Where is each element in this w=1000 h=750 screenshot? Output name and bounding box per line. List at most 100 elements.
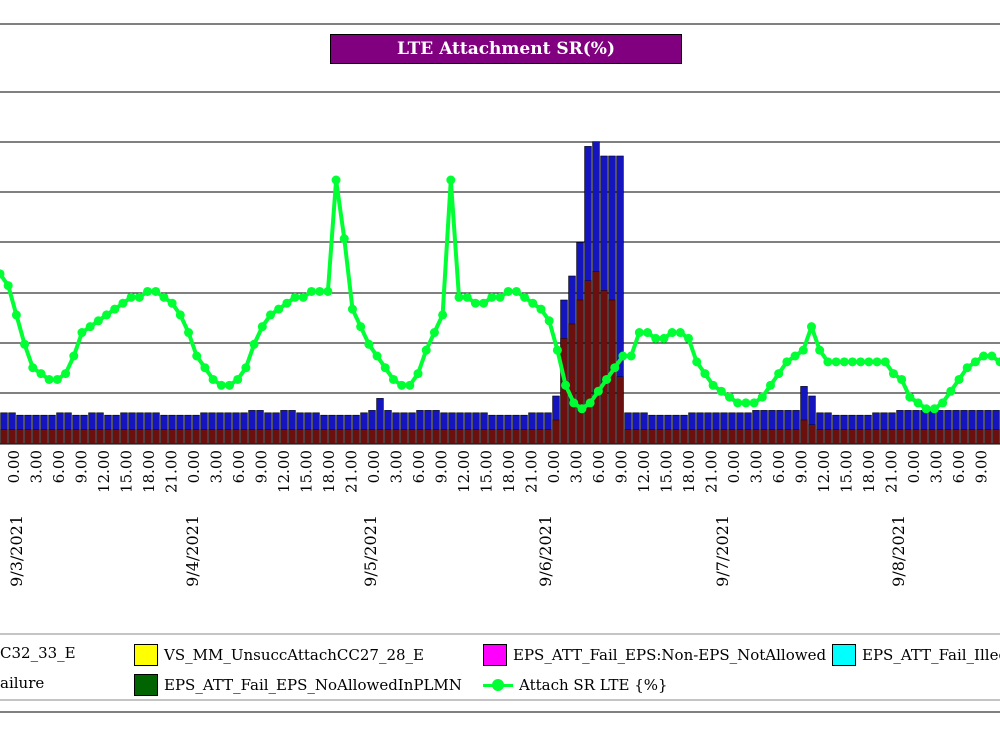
- attach-sr-point: [626, 351, 636, 361]
- attach-sr-point: [339, 234, 349, 244]
- attach-sr-point: [765, 380, 775, 390]
- bar-red: [104, 429, 112, 445]
- bar-red: [312, 429, 320, 445]
- bar-red: [728, 429, 736, 445]
- attach-sr-point: [577, 404, 587, 414]
- attach-sr-point: [503, 286, 513, 296]
- attach-sr-point: [216, 380, 226, 390]
- line-series: [0, 175, 1000, 414]
- attach-sr-point: [249, 339, 259, 349]
- bar-red: [880, 429, 888, 445]
- attach-sr-point: [528, 298, 538, 308]
- date-label: 9/5/2021: [361, 515, 380, 587]
- bar-red: [528, 429, 536, 445]
- bar-series: [0, 141, 1000, 445]
- hour-tick-label: 6.00: [950, 450, 968, 483]
- legend-swatch-yellow: [134, 644, 158, 666]
- bar-red: [736, 429, 744, 445]
- bar-red: [208, 429, 216, 445]
- attach-sr-point: [888, 369, 898, 379]
- hour-tick-label: 0.00: [905, 450, 923, 483]
- hour-tick-label: 9.00: [613, 450, 631, 483]
- attach-sr-point: [659, 333, 669, 343]
- attach-sr-point: [970, 357, 980, 367]
- attach-sr-point: [175, 310, 185, 320]
- attach-sr-point: [675, 328, 685, 338]
- attach-sr-point: [979, 351, 989, 361]
- attach-sr-point: [372, 351, 382, 361]
- hour-tick-label: 18.00: [320, 450, 338, 493]
- legend-label-cc27: VS_MM_UnsuccAttachCC27_28_E: [164, 646, 424, 664]
- hour-tick-label: 3.00: [28, 450, 46, 483]
- bar-red: [632, 429, 640, 445]
- hour-tick-label: 3.00: [748, 450, 766, 483]
- bar-red: [984, 429, 992, 445]
- attach-sr-point: [388, 374, 398, 384]
- bar-red: [248, 429, 256, 445]
- attach-sr-point: [134, 292, 144, 302]
- attach-sr-point: [749, 398, 759, 408]
- x-axis-hour-ticks: 0.00 3.00 6.00 9.00 12.00 15.00 18.00 21.00 0.00…: [5, 450, 991, 493]
- bar-red: [504, 429, 512, 445]
- attach-sr-point: [585, 398, 595, 408]
- bar-red: [976, 429, 984, 445]
- bar-red: [72, 429, 80, 445]
- legend-swatch-dark-green: [134, 674, 158, 696]
- bar-red: [704, 429, 712, 445]
- bar-red: [968, 429, 976, 445]
- attach-sr-point: [315, 286, 325, 296]
- attach-sr-point: [733, 398, 743, 408]
- attach-sr-point: [536, 304, 546, 314]
- attach-sr-point: [856, 357, 866, 367]
- attach-sr-point: [782, 357, 792, 367]
- bar-red: [992, 429, 1000, 445]
- legend-swatch-cyan: [832, 644, 856, 666]
- bar-red: [744, 429, 752, 445]
- hour-tick-label: 9.00: [793, 450, 811, 483]
- bar-red: [656, 429, 664, 445]
- attach-sr-point: [438, 310, 448, 320]
- attach-sr-point: [85, 322, 95, 332]
- attach-sr-point: [347, 304, 357, 314]
- attach-sr-point: [167, 298, 177, 308]
- attach-sr-point: [274, 304, 284, 314]
- bar-red: [904, 429, 912, 445]
- legend-item-attach-sr: Attach SR LTE {%}: [483, 674, 668, 696]
- bar-red: [352, 429, 360, 445]
- attach-sr-point: [0, 269, 5, 279]
- attach-sr-point: [987, 351, 997, 361]
- hour-tick-label: 0.00: [185, 450, 203, 483]
- hour-tick-label: 0.00: [725, 450, 743, 483]
- bar-red: [360, 429, 368, 445]
- bar-red: [120, 429, 128, 445]
- bar-red: [480, 429, 488, 445]
- chart-title: LTE Attachment SR(%): [330, 34, 682, 64]
- attach-sr-point: [241, 363, 251, 373]
- hour-tick-label: 12.00: [455, 450, 473, 493]
- hour-tick-label: 9.00: [433, 450, 451, 483]
- bar-red: [944, 429, 952, 445]
- attach-sr-point: [561, 380, 571, 390]
- attach-sr-point: [470, 298, 480, 308]
- bar-red: [664, 429, 672, 445]
- attach-sr-point: [544, 316, 554, 326]
- bar-red: [416, 429, 424, 445]
- bar-red: [640, 429, 648, 445]
- attach-sr-point: [421, 345, 431, 355]
- bar-red: [848, 429, 856, 445]
- bar-red: [536, 429, 544, 445]
- bar-red: [952, 429, 960, 445]
- attach-sr-point: [143, 286, 153, 296]
- bar-red: [888, 429, 896, 445]
- date-label: 9/6/2021: [536, 515, 555, 587]
- bar-red: [496, 429, 504, 445]
- attach-sr-point: [323, 286, 333, 296]
- legend-label-c32: C32_33_E: [0, 644, 76, 662]
- attach-sr-point: [282, 298, 292, 308]
- bar-red: [824, 429, 832, 445]
- bar-red: [688, 429, 696, 445]
- attach-sr-point: [151, 286, 161, 296]
- bar-red: [592, 271, 600, 445]
- attach-sr-point: [602, 374, 612, 384]
- bar-red: [488, 429, 496, 445]
